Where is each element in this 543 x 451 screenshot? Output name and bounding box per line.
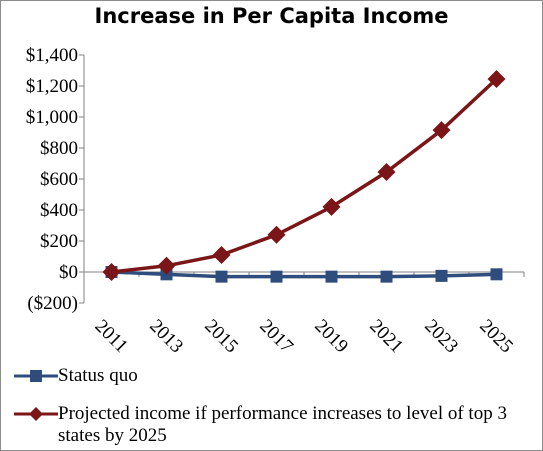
projected-point [487, 70, 506, 89]
y-tick-label: $600 [40, 169, 78, 190]
y-tick-label: $0 [59, 262, 78, 283]
y-tick-label: $400 [40, 200, 78, 221]
axes: ($200) $0 $200 $400 $600 $800 $1,000 $1,200 $1,4… [26, 45, 525, 357]
y-tick-label: ($200) [27, 293, 78, 314]
status-quo-point [215, 270, 228, 283]
projected-point [212, 245, 231, 264]
legend-item-projected: Projected income if performance increase… [14, 403, 533, 447]
series-layer [102, 70, 506, 283]
x-tick-label: 2023 [420, 315, 462, 357]
y-tick-label: $1,000 [26, 107, 78, 128]
status-quo-point [435, 269, 448, 282]
y-tick-label: $1,400 [26, 45, 78, 66]
status-quo-point [270, 270, 283, 283]
x-tick-label: 2013 [145, 315, 187, 357]
projected-point [102, 263, 121, 281]
projected-point [322, 197, 341, 216]
legend-item-status-quo: Status quo [14, 365, 138, 387]
y-tick-label: $1,200 [26, 76, 78, 97]
chart-title: Increase in Per Capita Income [94, 4, 449, 28]
y-tick-label: $200 [40, 231, 78, 252]
legend-label-projected: Projected income if performance increase… [58, 403, 507, 446]
projected-point [267, 225, 286, 244]
x-tick-label: 2011 [91, 316, 132, 357]
status-quo-point [325, 270, 338, 283]
x-tick-label: 2015 [200, 315, 242, 357]
status-quo-point [490, 268, 503, 281]
projected-legend-key [14, 407, 58, 421]
x-tick-label: 2017 [255, 315, 297, 357]
x-tick-label: 2019 [310, 315, 352, 357]
x-tick-label: 2021 [365, 315, 407, 357]
projected-point [432, 121, 451, 140]
legend-label-status-quo: Status quo [58, 365, 138, 386]
projected-point [157, 256, 176, 275]
projected-point [377, 163, 396, 182]
status-quo-legend-key [14, 370, 58, 382]
series-line-projected [111, 77, 498, 274]
y-tick-label: $800 [40, 138, 78, 159]
series-line-status-quo [111, 270, 497, 279]
x-tick-label: 2025 [475, 315, 517, 357]
status-quo-point [380, 270, 393, 283]
